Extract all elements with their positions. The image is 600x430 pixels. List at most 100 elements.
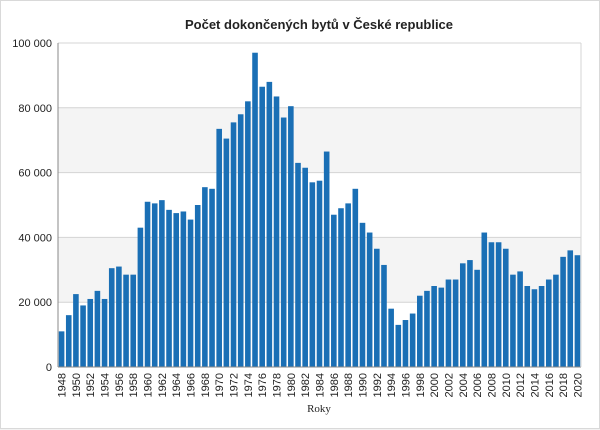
- x-tick-label: 1962: [157, 373, 169, 397]
- bar-1983: [309, 182, 316, 367]
- bar-1965: [180, 211, 187, 367]
- x-tick-label: 2018: [558, 373, 570, 397]
- x-tick-label: 1990: [357, 373, 369, 397]
- axes: [57, 43, 582, 368]
- bar-1985: [323, 151, 330, 367]
- bar-2005: [467, 260, 473, 367]
- x-tick-label: 1960: [143, 373, 155, 397]
- bar-1996: [402, 320, 409, 367]
- bar-2018: [560, 256, 566, 367]
- bar-1950: [73, 294, 79, 367]
- bar-2020: [574, 255, 581, 367]
- y-tick-label: 40 000: [18, 232, 52, 244]
- bar-1987: [338, 208, 344, 367]
- bar-1952: [87, 298, 94, 367]
- bar-1968: [202, 187, 208, 367]
- x-tick-label: 1984: [315, 373, 327, 397]
- x-tick-label: 2006: [472, 373, 484, 397]
- bar-1980: [288, 106, 294, 368]
- x-tick-label: 1978: [272, 373, 284, 397]
- bar-1972: [230, 122, 237, 367]
- x-tick-label: 1948: [57, 373, 69, 397]
- bar-1953: [94, 290, 101, 367]
- bar-1966: [187, 219, 194, 367]
- x-tick-label: 2008: [486, 373, 498, 397]
- y-axis-ticks: 0 20 000 40 000 60 000 80 000 100 000: [12, 38, 52, 374]
- bar-1964: [173, 213, 180, 367]
- bar-2009: [495, 242, 502, 367]
- bar-1982: [302, 167, 308, 367]
- x-tick-label: 1980: [286, 373, 298, 397]
- bar-1970: [216, 128, 222, 367]
- bar-1993: [381, 264, 387, 367]
- bar-1963: [166, 209, 172, 367]
- y-tick-label: 0: [46, 362, 52, 374]
- bar-2010: [502, 248, 509, 367]
- grid-band: [58, 107, 581, 173]
- x-axis-ticks: 1948 1950 1952 1954 1956 1958 1960 1962 1964 1966…: [57, 373, 585, 397]
- x-tick-label: 2014: [529, 373, 541, 397]
- bar-1955: [108, 268, 115, 367]
- bar-1998: [417, 295, 423, 367]
- bar-2000: [431, 286, 437, 367]
- x-tick-label: 1968: [200, 373, 212, 397]
- x-tick-label: 1996: [400, 373, 412, 397]
- x-tick-label: 1998: [415, 373, 427, 397]
- x-tick-label: 1958: [128, 373, 140, 397]
- bar-2015: [538, 286, 545, 367]
- bar-2011: [510, 274, 516, 367]
- bar-1957: [123, 274, 129, 367]
- bar-2019: [567, 250, 574, 367]
- bar-2007: [481, 232, 488, 367]
- bar-1986: [331, 214, 337, 367]
- x-tick-label: 2016: [544, 373, 556, 397]
- x-tick-label: 1986: [329, 373, 341, 397]
- x-tick-label: 1964: [171, 373, 183, 397]
- bar-1978: [273, 96, 280, 368]
- x-tick-label: 2012: [515, 373, 527, 397]
- x-tick-label: 1974: [243, 373, 255, 397]
- bar-2017: [553, 274, 559, 367]
- x-tick-label: 1970: [214, 373, 226, 397]
- bar-1994: [388, 308, 394, 367]
- bar-1999: [424, 290, 430, 367]
- bar-2001: [438, 287, 445, 367]
- bar-1958: [130, 274, 137, 367]
- bar-1990: [359, 222, 366, 367]
- bar-2016: [545, 279, 552, 367]
- x-tick-label: 1952: [85, 373, 97, 397]
- x-tick-label: 1950: [71, 373, 83, 397]
- bar-1992: [374, 248, 380, 367]
- x-axis-label: Roky: [307, 403, 331, 415]
- x-tick-label: 1994: [386, 373, 398, 397]
- bar-1981: [295, 162, 301, 367]
- bar-1988: [345, 203, 351, 367]
- bar-1967: [194, 205, 201, 367]
- bar-2004: [459, 263, 466, 367]
- bar-1960: [144, 201, 151, 367]
- grid-band: [58, 43, 581, 108]
- bar-1991: [366, 232, 373, 367]
- bar-1962: [159, 200, 165, 367]
- bar-1997: [409, 313, 416, 367]
- x-tick-label: 1966: [186, 373, 198, 397]
- bar-1979: [280, 117, 287, 368]
- bar-1959: [137, 227, 144, 367]
- bar-1949: [65, 315, 72, 367]
- x-tick-label: 2020: [572, 373, 584, 397]
- x-tick-label: 2010: [501, 373, 513, 397]
- bar-2006: [474, 269, 480, 367]
- x-tick-label: 2004: [458, 373, 470, 397]
- bar-2014: [531, 289, 538, 367]
- bar-1971: [223, 138, 230, 367]
- x-tick-label: 1976: [257, 373, 269, 397]
- bar-1956: [116, 266, 122, 367]
- x-tick-label: 1972: [229, 373, 241, 397]
- bar-1975: [252, 52, 258, 367]
- bar-1961: [151, 203, 158, 367]
- x-tick-label: 1954: [100, 373, 112, 397]
- bar-1948: [58, 331, 65, 367]
- bar-2003: [452, 279, 459, 367]
